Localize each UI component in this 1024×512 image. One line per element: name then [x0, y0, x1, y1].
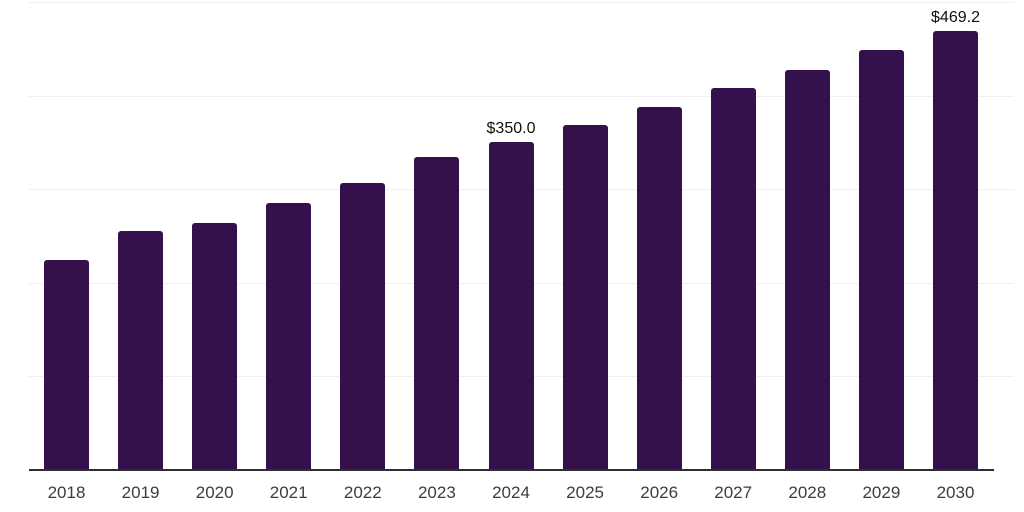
- data-label-2024: $350.0: [486, 120, 536, 138]
- bar-2021: [266, 203, 312, 471]
- bar-2022: [340, 182, 386, 471]
- x-axis-label-2024: 2024: [492, 483, 530, 502]
- x-axis-label-2023: 2023: [417, 483, 456, 502]
- bar-2020: [192, 222, 238, 471]
- x-axis-label-2019: 2019: [121, 483, 160, 502]
- bar-2027: [710, 88, 756, 471]
- x-axis-label-2025: 2025: [566, 483, 604, 502]
- bar-2023: [414, 157, 460, 471]
- bar-2018: [44, 260, 89, 471]
- bar-2026: [636, 106, 682, 471]
- x-axis-label-2018: 2018: [47, 483, 86, 502]
- bar-2029: [858, 49, 904, 471]
- x-axis-label-2030: 2030: [936, 483, 975, 502]
- x-axis-label-2021: 2021: [269, 483, 308, 502]
- x-axis-label-2020: 2020: [195, 483, 234, 502]
- x-axis-label-2022: 2022: [343, 483, 382, 502]
- gridline-400: [29, 96, 1014, 97]
- x-axis-label-2027: 2027: [714, 483, 753, 502]
- x-axis-label-2028: 2028: [788, 483, 827, 502]
- gridline-500: [29, 2, 1014, 3]
- data-label-2030: $469.2: [931, 8, 980, 26]
- x-axis-line: [29, 469, 994, 471]
- bar-2019: [118, 231, 164, 471]
- bar-2028: [784, 70, 830, 471]
- x-axis-label-2026: 2026: [640, 483, 679, 502]
- bar-2030: [933, 30, 978, 471]
- bar-2025: [562, 124, 608, 471]
- x-axis-label-2029: 2029: [862, 483, 901, 502]
- bar-2024: [488, 142, 534, 471]
